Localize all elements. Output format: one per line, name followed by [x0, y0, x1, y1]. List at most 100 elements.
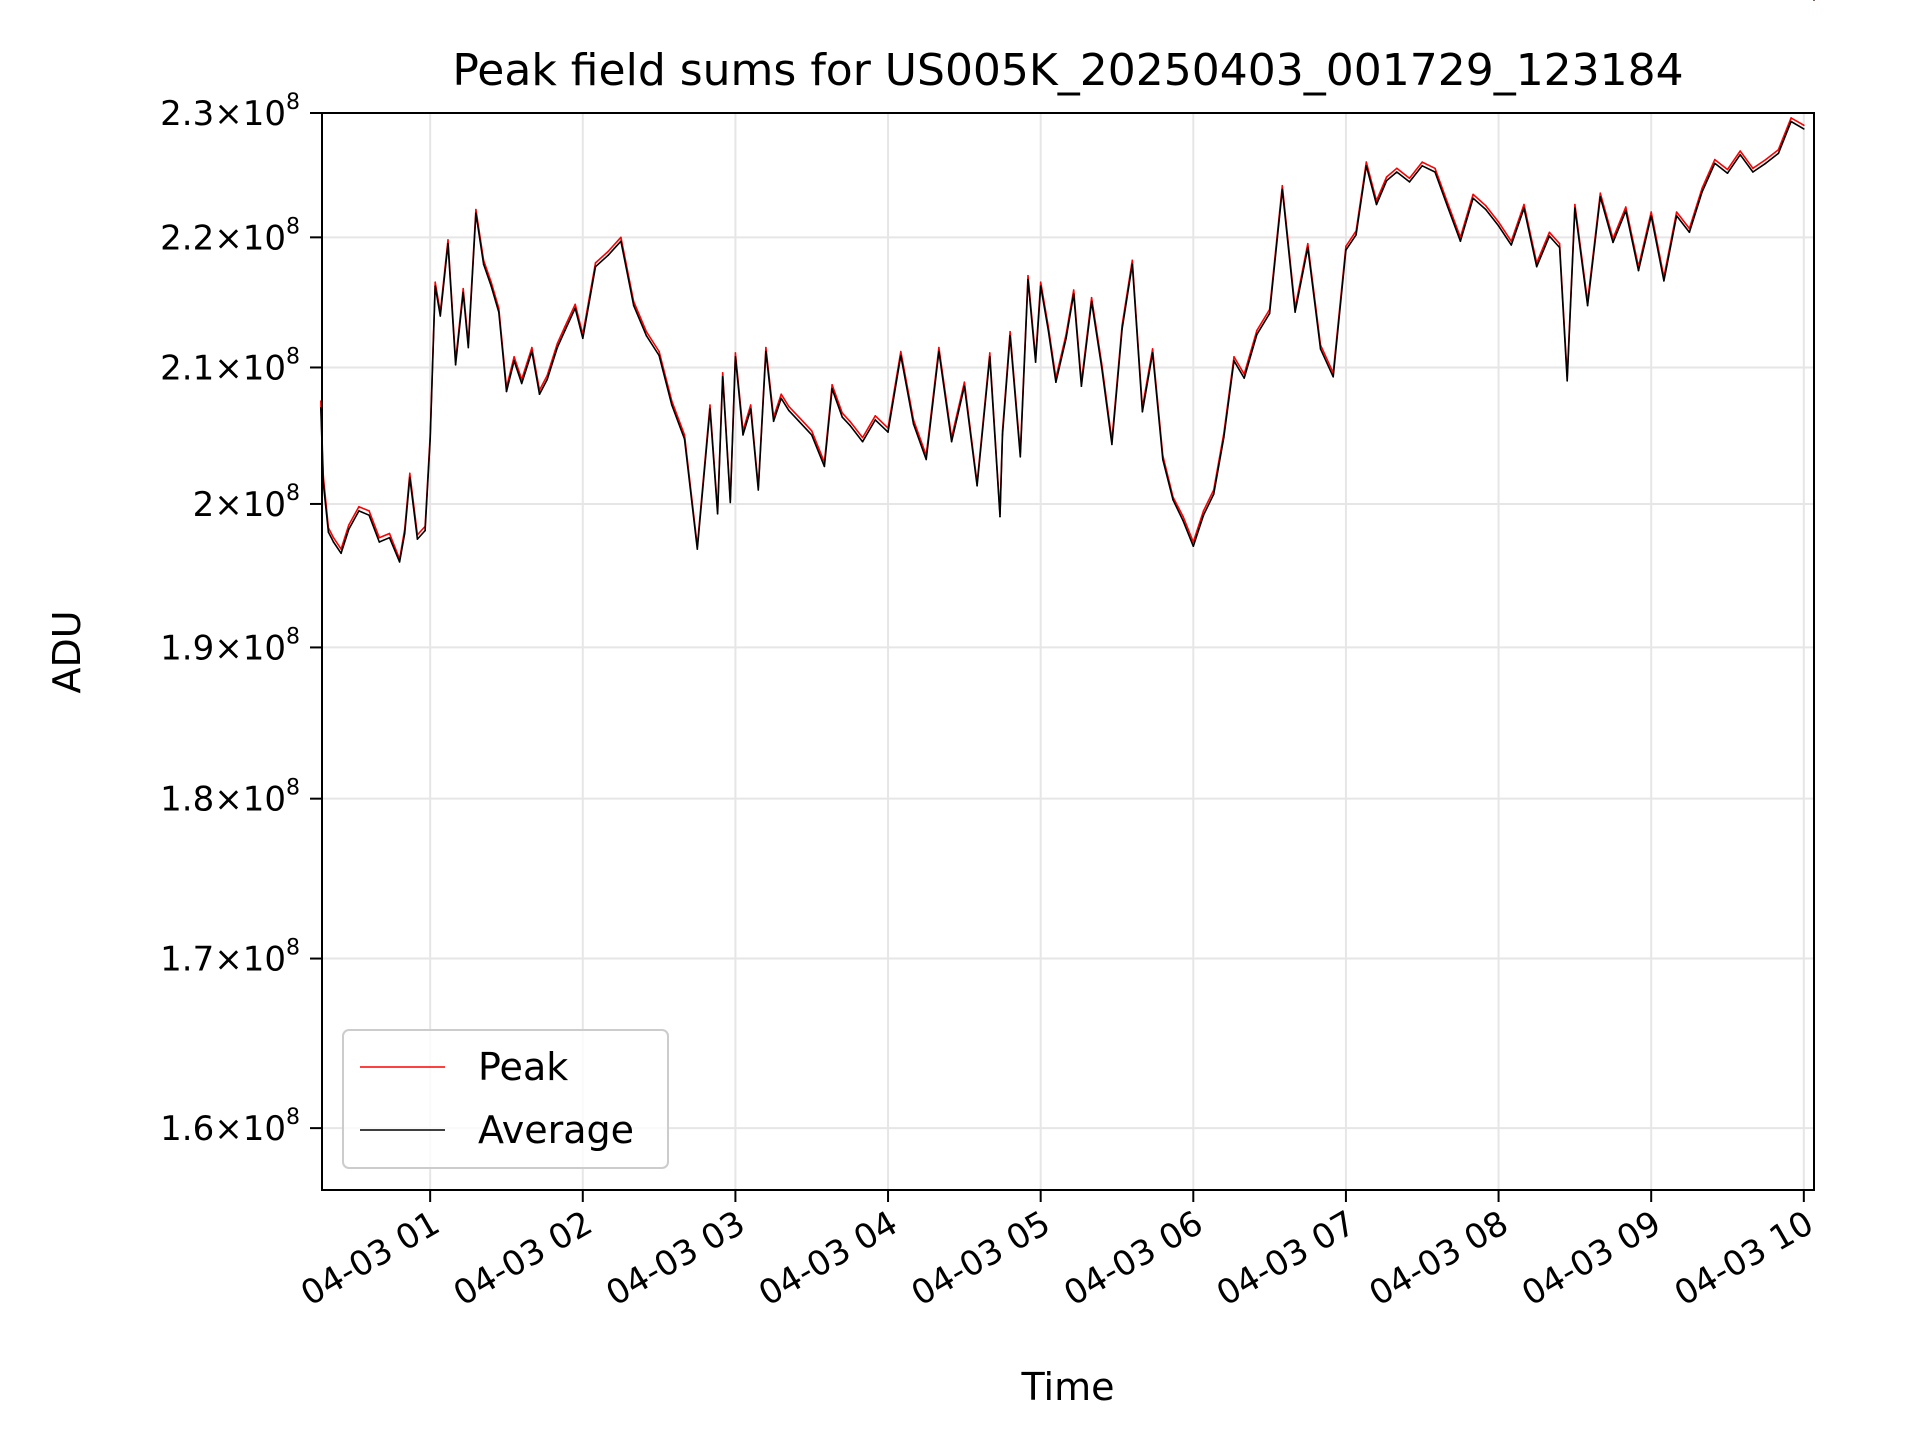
data-point — [1803, 124, 1805, 126]
data-point — [1523, 203, 1525, 206]
data-point — [1385, 176, 1388, 178]
data-point — [348, 524, 350, 526]
data-point — [709, 404, 711, 406]
data-point — [683, 438, 686, 440]
legend-label-average: Average — [478, 1108, 634, 1152]
data-point — [1009, 334, 1011, 337]
data-point — [658, 354, 660, 357]
data-point — [950, 440, 953, 443]
data-point — [1675, 211, 1678, 213]
data-point — [467, 346, 470, 349]
data-point — [1365, 165, 1368, 167]
y-tick-multiplier: ×10 — [214, 780, 286, 820]
y-tick-multiplier: ×10 — [214, 628, 286, 668]
data-point — [1675, 215, 1678, 217]
data-point — [1294, 311, 1296, 313]
legend: Peak Average — [342, 1029, 669, 1169]
data-point — [1548, 231, 1551, 234]
data-point — [398, 561, 401, 563]
data-point — [849, 424, 851, 427]
data-point — [1446, 206, 1449, 208]
data-point — [632, 304, 635, 307]
data-point — [1034, 361, 1037, 363]
data-point — [546, 378, 548, 381]
data-point — [1375, 203, 1378, 206]
y-tick-multiplier: ×10 — [214, 1109, 286, 1149]
data-point — [340, 552, 342, 555]
data-point — [1256, 333, 1258, 336]
y-tick-mantissa: 2 — [193, 485, 215, 525]
data-point — [772, 420, 775, 423]
data-point — [861, 436, 864, 439]
data-point — [1663, 280, 1665, 282]
data-point — [645, 330, 648, 333]
data-point — [434, 285, 437, 287]
data-point — [1100, 366, 1103, 369]
data-point — [1408, 181, 1411, 183]
x-axis-label: Time — [1021, 1365, 1115, 1409]
data-point — [1714, 162, 1716, 165]
data-point — [520, 382, 523, 385]
data-point — [1764, 158, 1767, 161]
data-point — [1182, 515, 1184, 518]
data-point — [1726, 168, 1729, 171]
data-point — [447, 239, 449, 241]
data-point — [780, 393, 782, 396]
grid — [322, 112, 1814, 1190]
y-tick-exponent: 8 — [286, 214, 300, 239]
data-point — [658, 350, 660, 353]
data-point — [358, 505, 360, 508]
data-point — [721, 372, 724, 374]
data-point — [378, 536, 381, 539]
data-point — [378, 541, 381, 543]
data-point — [513, 356, 515, 358]
data-point — [887, 431, 889, 433]
data-point — [1307, 246, 1309, 249]
data-point — [1090, 296, 1093, 299]
y-tick-mantissa: 2.1 — [160, 348, 214, 388]
data-point — [831, 388, 833, 390]
data-point — [1650, 211, 1652, 213]
data-point — [409, 472, 411, 475]
data-point — [505, 390, 508, 393]
data-point — [1355, 234, 1357, 236]
y-tick-label: 1.8×108 — [160, 776, 300, 820]
y-tick-mantissa: 1.6 — [160, 1109, 214, 1149]
data-point — [1558, 246, 1561, 249]
data-point — [1574, 207, 1576, 209]
data-point — [1434, 167, 1436, 170]
data-point — [1027, 274, 1029, 277]
data-point — [729, 501, 732, 504]
plot-area-frame — [321, 112, 1815, 1191]
y-tick-exponent: 8 — [286, 90, 300, 115]
data-point — [1459, 240, 1462, 242]
y-tick-label: 2.2×108 — [160, 214, 300, 258]
series-average — [320, 0, 1815, 563]
y-tick-multiplier: ×10 — [214, 485, 286, 525]
data-point — [831, 384, 833, 386]
data-point — [765, 346, 767, 349]
y-tick-multiplier: ×10 — [214, 348, 286, 388]
data-point — [620, 240, 622, 242]
data-point — [749, 408, 752, 410]
data-point — [1739, 153, 1741, 156]
y-tick-label: 1.7×108 — [160, 936, 300, 980]
data-point — [1151, 352, 1154, 354]
data-point — [1192, 545, 1195, 547]
data-point — [1345, 249, 1347, 251]
data-point — [1365, 161, 1368, 163]
data-point — [1714, 158, 1716, 161]
data-point — [788, 405, 790, 408]
data-point — [439, 315, 442, 317]
data-point — [925, 458, 927, 461]
y-tick-multiplier: ×10 — [214, 940, 286, 980]
y-tick-exponent: 8 — [286, 1105, 300, 1130]
data-point — [1223, 436, 1225, 439]
y-tick-exponent: 8 — [286, 624, 300, 649]
data-point — [912, 423, 915, 425]
data-point — [475, 208, 477, 211]
y-tick-label: 2.1×108 — [160, 344, 300, 388]
data-point — [1268, 312, 1271, 315]
